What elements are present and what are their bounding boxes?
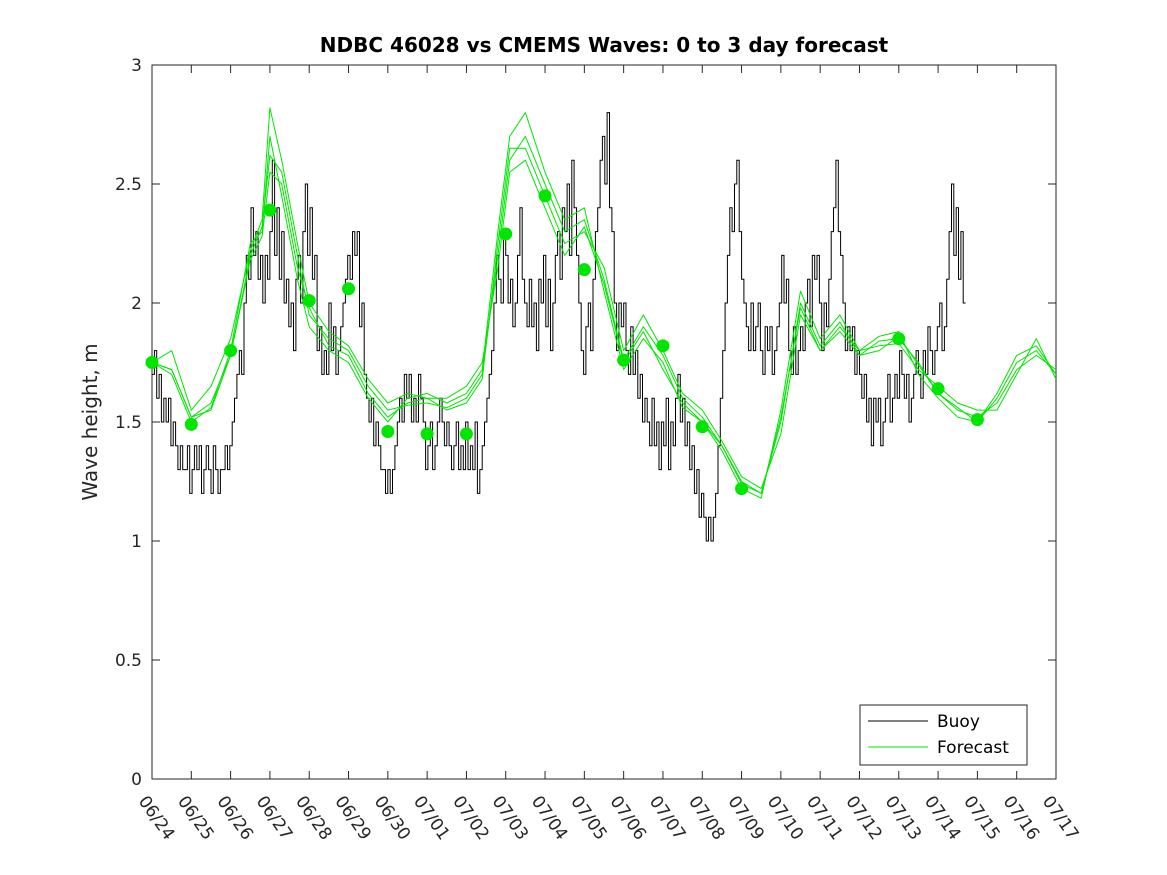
forecast-marker [302, 294, 316, 308]
x-tick-label: 06/27 [252, 792, 296, 844]
forecast-marker [381, 425, 395, 439]
x-tick-label: 06/24 [134, 792, 178, 844]
x-tick-label: 06/26 [213, 792, 257, 844]
x-tick-label: 07/06 [606, 792, 650, 844]
forecast-marker [931, 382, 945, 396]
x-tick-label: 07/10 [763, 792, 807, 844]
x-tick-label: 07/09 [723, 792, 767, 844]
x-tick-label: 07/07 [645, 792, 689, 844]
x-tick-label: 07/08 [684, 792, 728, 844]
x-tick-label: 06/25 [173, 792, 217, 844]
x-tick-label: 07/16 [999, 792, 1043, 844]
x-tick-label: 07/05 [566, 792, 610, 844]
forecast-marker [695, 420, 709, 434]
legend: Buoy Forecast [859, 704, 1028, 766]
buoy-series-line [152, 112, 966, 542]
x-tick-label: 06/30 [370, 792, 414, 844]
forecast-marker [617, 353, 631, 367]
x-tick-label: 07/14 [920, 792, 964, 844]
x-tick-label: 07/13 [881, 792, 925, 844]
forecast-marker [577, 263, 591, 277]
y-axis: 0 0.5 1 1.5 2 2.5 3 [115, 56, 1056, 790]
x-tick-label: 07/15 [959, 792, 1003, 844]
forecast-marker [224, 344, 238, 358]
x-tick-label: 07/01 [409, 792, 453, 844]
forecast-marker [892, 332, 906, 346]
x-tick-label: 06/29 [330, 792, 374, 844]
x-tick-label: 07/12 [841, 792, 885, 844]
y-tick-label: 2 [131, 294, 142, 314]
forecast-marker [263, 203, 277, 217]
legend-buoy-label: Buoy [937, 712, 980, 732]
forecast-marker [538, 189, 552, 203]
forecast-marker [342, 282, 356, 296]
x-tick-label: 07/04 [527, 792, 571, 844]
forecast-marker [735, 482, 749, 496]
forecast-marker [184, 417, 198, 431]
y-tick-label: 2.5 [115, 175, 142, 195]
y-tick-label: 1 [131, 532, 142, 552]
forecast-marker [656, 339, 670, 353]
x-tick-label: 07/03 [488, 792, 532, 844]
x-tick-label: 06/28 [291, 792, 335, 844]
x-tick-label: 07/02 [448, 792, 492, 844]
legend-box [859, 704, 1028, 766]
forecast-marker [145, 356, 159, 369]
y-tick-label: 3 [131, 56, 142, 76]
forecast-marker [499, 227, 513, 241]
plot-area [151, 64, 1057, 780]
series-layer [145, 107, 1057, 542]
y-tick-label: 1.5 [115, 413, 142, 433]
chart-title: NDBC 46028 vs CMEMS Waves: 0 to 3 day fo… [320, 33, 889, 57]
forecast-marker [970, 413, 984, 427]
x-tick-label: 07/11 [802, 792, 846, 844]
forecast-member-line-2 [151, 112, 1057, 499]
y-tick-label: 0.5 [115, 651, 142, 671]
forecast-marker [420, 427, 434, 441]
legend-forecast-label: Forecast [937, 738, 1009, 758]
x-tick-label: 07/17 [1038, 792, 1082, 844]
y-tick-label: 0 [131, 770, 142, 790]
y-axis-label: Wave height, m [78, 343, 102, 500]
forecast-marker [459, 427, 473, 441]
